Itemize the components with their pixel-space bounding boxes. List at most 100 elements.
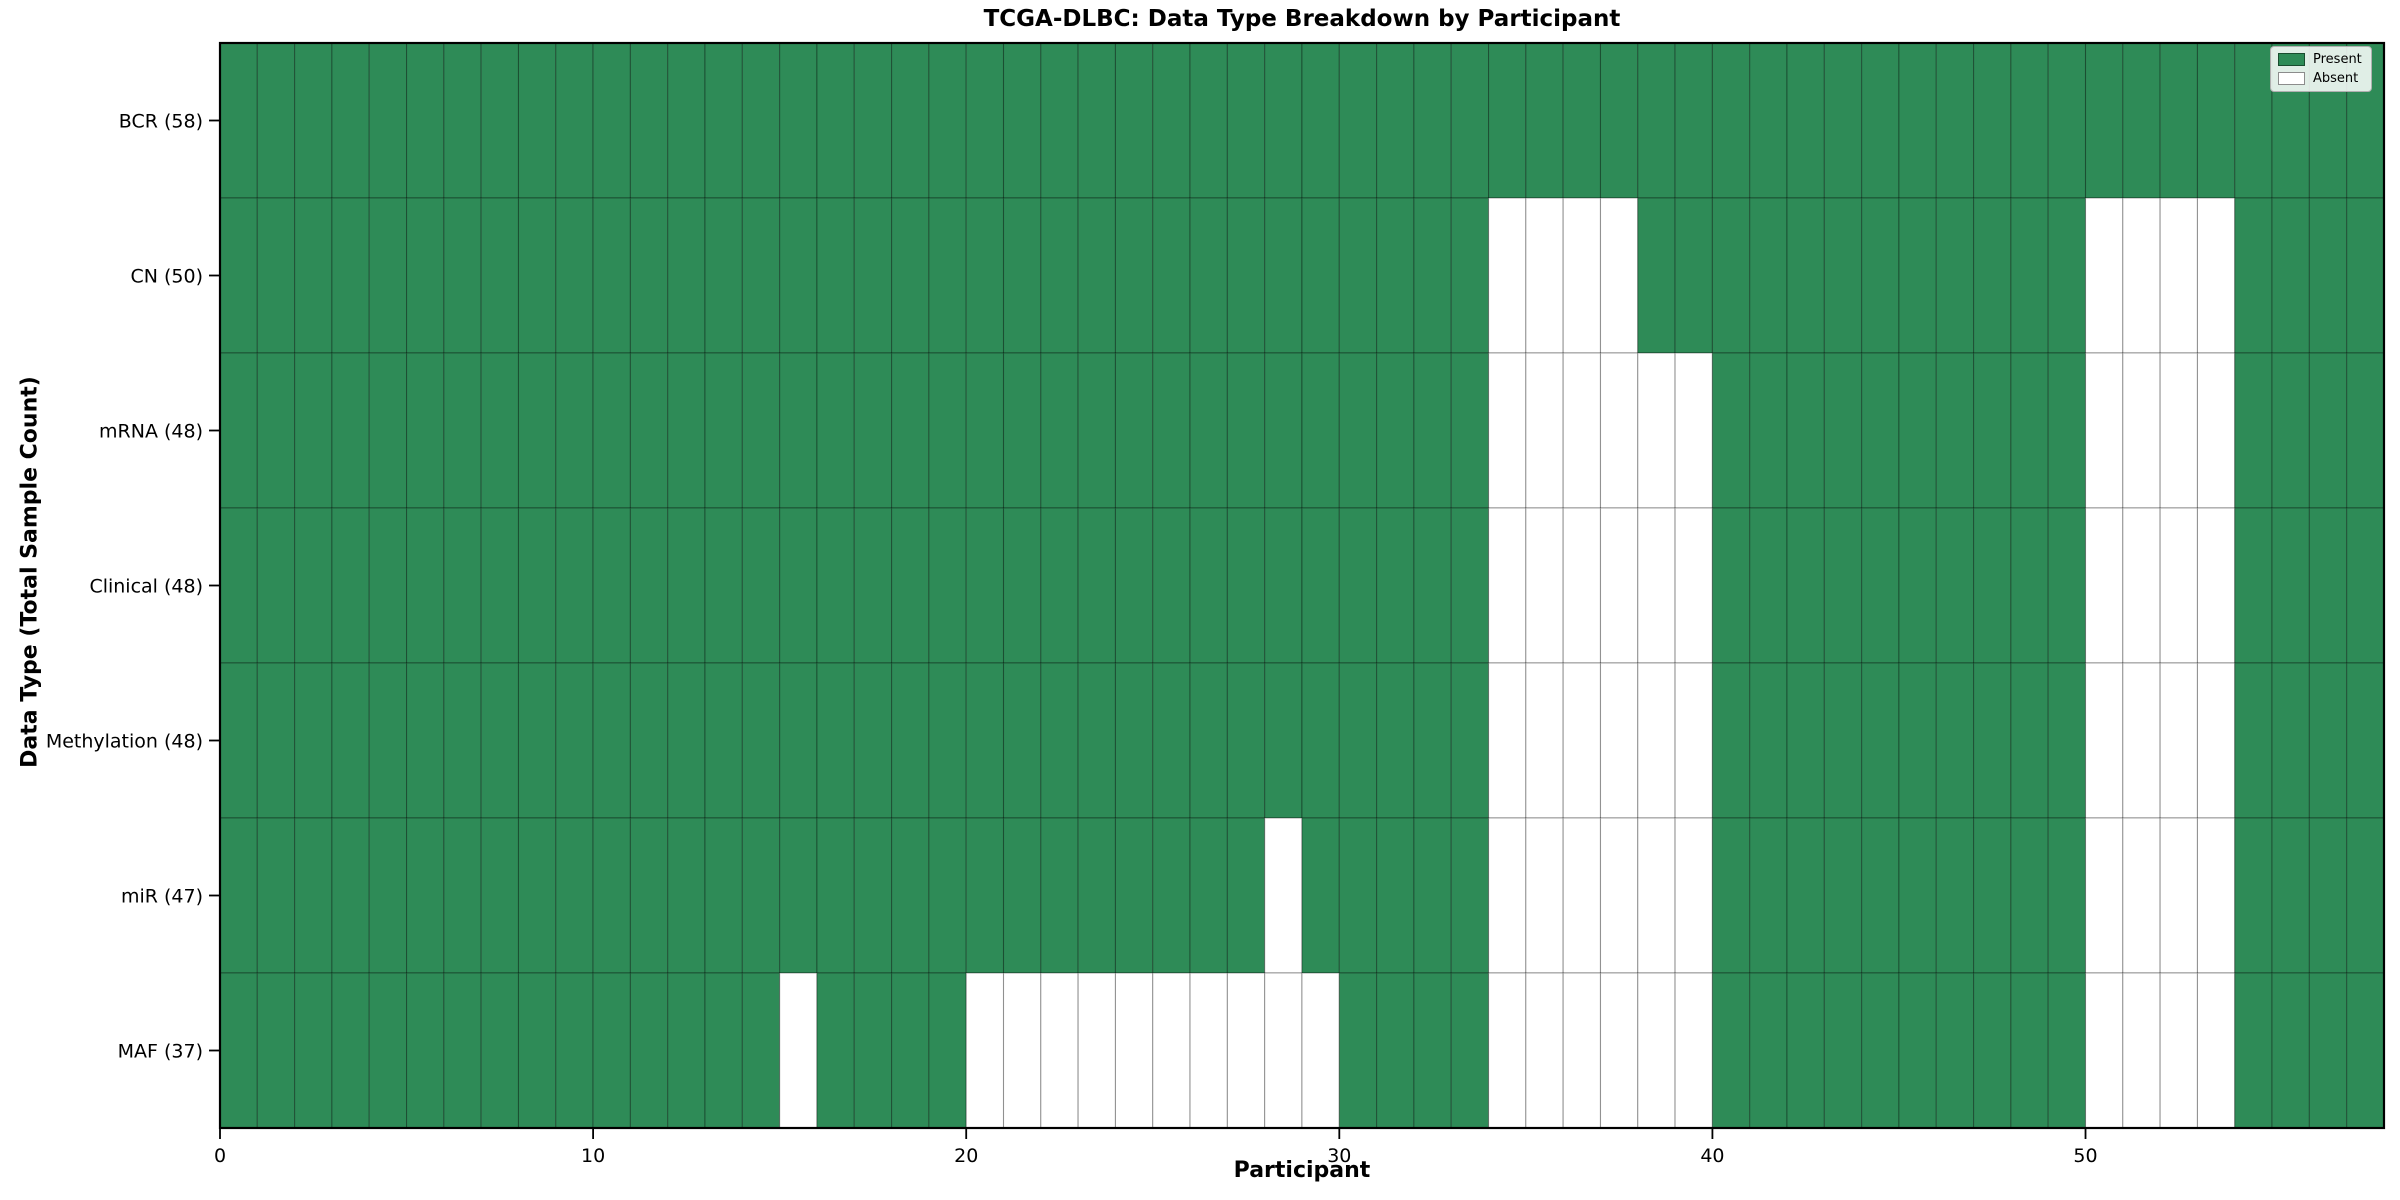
heatmap-cell — [1152, 197, 1191, 354]
heatmap-cell — [294, 817, 333, 974]
heatmap-cell — [2234, 817, 2273, 974]
heatmap-cell — [891, 197, 930, 354]
absent-swatch — [2278, 72, 2305, 85]
heatmap-cell — [1002, 972, 1042, 1129]
heatmap-cell — [405, 42, 445, 199]
heatmap-cell — [2308, 662, 2348, 819]
heatmap-cell — [741, 197, 781, 354]
heatmap-cell — [1413, 197, 1452, 354]
heatmap-cell — [368, 197, 408, 354]
heatmap-cell — [368, 662, 408, 819]
y-tick-label: Methylation (48) — [46, 731, 203, 753]
heatmap-cell — [219, 507, 258, 664]
heatmap-cell — [853, 197, 893, 354]
heatmap-cell — [1488, 197, 1527, 354]
heatmap-cell — [1376, 352, 1415, 509]
heatmap-cell — [2084, 817, 2124, 974]
heatmap-cell — [779, 42, 818, 199]
heatmap-cell — [1189, 42, 1228, 199]
heatmap-cell — [1749, 42, 1788, 199]
heatmap-cell — [592, 507, 631, 664]
heatmap-cell — [1450, 972, 1490, 1129]
heatmap-cell — [1450, 352, 1490, 509]
heatmap-cell — [2308, 352, 2348, 509]
heatmap-cell — [1338, 352, 1378, 509]
heatmap-cell — [517, 817, 557, 974]
heatmap-cell — [779, 197, 818, 354]
heatmap-cell — [1450, 42, 1490, 199]
heatmap-cell — [629, 972, 669, 1129]
heatmap-cell — [1114, 972, 1154, 1129]
heatmap-cell — [1413, 972, 1452, 1129]
heatmap-cell — [1040, 42, 1079, 199]
heatmap-cell — [1114, 817, 1154, 974]
heatmap-cell — [891, 662, 930, 819]
heatmap-cell — [219, 42, 258, 199]
heatmap-cell — [2234, 352, 2273, 509]
heatmap-cell — [2271, 352, 2310, 509]
heatmap-cell — [1525, 662, 1564, 819]
heatmap-cell — [1189, 507, 1228, 664]
heatmap-cell — [368, 42, 408, 199]
heatmap-cell — [1637, 817, 1676, 974]
heatmap-cell — [2196, 197, 2236, 354]
heatmap-cell — [1114, 197, 1154, 354]
y-tick-label: miR (47) — [121, 886, 203, 908]
x-tick-label: 30 — [1327, 1145, 1351, 1167]
heatmap-cell — [1152, 507, 1191, 664]
heatmap-cell — [1898, 507, 1937, 664]
heatmap-cell — [1786, 42, 1825, 199]
heatmap-cell — [2122, 197, 2161, 354]
heatmap-cell — [1525, 817, 1564, 974]
heatmap-cell — [2196, 662, 2236, 819]
heatmap-cell — [853, 352, 893, 509]
heatmap-cell — [2047, 972, 2087, 1129]
heatmap-cell — [1711, 507, 1751, 664]
heatmap-cell — [2196, 817, 2236, 974]
heatmap-cell — [1226, 817, 1266, 974]
heatmap-cell — [2234, 972, 2273, 1129]
heatmap-cell — [1264, 662, 1303, 819]
heatmap-cell — [1152, 352, 1191, 509]
heatmap-cell — [1002, 352, 1042, 509]
heatmap-cell — [2010, 972, 2049, 1129]
heatmap-cell — [741, 972, 781, 1129]
heatmap-cell — [1413, 42, 1452, 199]
present-swatch — [2278, 53, 2305, 66]
heatmap-cell — [1786, 197, 1825, 354]
heatmap-cell — [965, 662, 1005, 819]
heatmap-cell — [629, 42, 669, 199]
heatmap-cell — [2308, 972, 2348, 1129]
heatmap-cell — [1338, 817, 1378, 974]
heatmap-cell — [1040, 662, 1079, 819]
heatmap-cell — [1637, 352, 1676, 509]
heatmap-cell — [256, 972, 296, 1129]
heatmap-cell — [443, 507, 482, 664]
heatmap-cell — [555, 817, 594, 974]
heatmap-cell — [2308, 817, 2348, 974]
heatmap-cell — [1077, 42, 1117, 199]
heatmap-cell — [1562, 352, 1602, 509]
heatmap-cell — [1786, 662, 1825, 819]
y-tick-label: BCR (58) — [119, 111, 203, 133]
heatmap-cell — [405, 507, 445, 664]
heatmap-cell — [2122, 972, 2161, 1129]
heatmap-cell — [1674, 817, 1713, 974]
heatmap-cell — [1637, 662, 1676, 819]
heatmap-cell — [2010, 352, 2049, 509]
heatmap-cell — [1040, 972, 1079, 1129]
heatmap-cell — [1749, 352, 1788, 509]
heatmap-cell — [1823, 972, 1863, 1129]
heatmap-cell — [965, 972, 1005, 1129]
heatmap-cell — [928, 507, 967, 664]
heatmap-cell — [1898, 42, 1937, 199]
heatmap-cell — [405, 662, 445, 819]
heatmap-cell — [1973, 817, 2012, 974]
heatmap-cell — [2196, 507, 2236, 664]
heatmap-cell — [517, 507, 557, 664]
heatmap-cell — [1898, 817, 1937, 974]
heatmap-cell — [443, 197, 482, 354]
heatmap-cell — [1898, 352, 1937, 509]
heatmap-cell — [2234, 42, 2273, 199]
heatmap-cell — [816, 972, 855, 1129]
